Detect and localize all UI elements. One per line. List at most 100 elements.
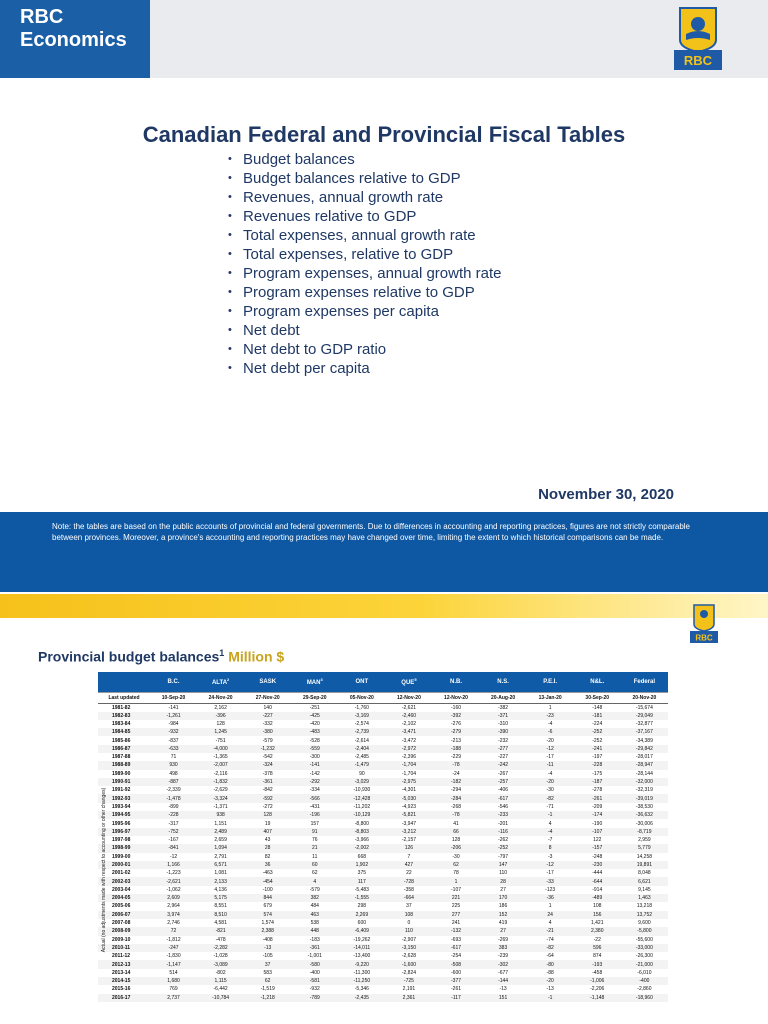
table-cell: -30 — [452, 853, 460, 860]
table-cell: -182 — [432, 777, 480, 787]
table-row: 1993-94 -899 -1,371 -272 -431 -11,202 -4,923 -2… — [98, 803, 668, 811]
contents-item: Program expenses per capita — [226, 302, 501, 321]
row-year-cell: 1987-88 — [112, 754, 131, 761]
table-cell: -37,167 — [620, 728, 668, 737]
table-cell: -3,324 — [197, 794, 245, 803]
table-cell: -78 — [432, 761, 480, 770]
table-cell: -11,250 — [338, 977, 386, 986]
last-updated-cell: 24-Nov-20 — [197, 691, 245, 704]
table-cell: 225 — [451, 903, 461, 910]
table-row: 1997-98 -167 2,659 43 76 -3,966 -2,157 128 -262 -… — [98, 836, 668, 844]
table-cell: -2,206 — [590, 986, 605, 993]
table-cell: -1 — [526, 993, 574, 1002]
table-cell: -20 — [526, 777, 574, 787]
table-row: 1998-99 -841 1,094 28 21 -2,002 126 -206 -252 8 -1… — [98, 844, 668, 853]
table-cell: -190 — [592, 820, 603, 827]
table-cell: -797 — [498, 853, 509, 860]
table-cell: 156 — [573, 910, 621, 919]
table-cell: -1,148 — [573, 993, 621, 1002]
table-cell: -454 — [244, 877, 292, 886]
table-cell: -18,960 — [620, 993, 668, 1002]
contents-item: Budget balances — [226, 150, 501, 169]
table-cell: -228 — [150, 811, 198, 820]
table-cell: -105 — [262, 953, 273, 960]
table-cell: 1,245 — [197, 728, 245, 737]
table-cell: -160 — [451, 704, 462, 711]
table-cell: -29,049 — [620, 711, 668, 720]
table-cell: -3,472 — [401, 737, 417, 744]
row-year-cell: 2014-15 — [98, 977, 150, 986]
row-year-cell: 1999-00 — [112, 853, 131, 860]
table-cell: -324 — [244, 761, 292, 770]
table-cell: 37 — [406, 903, 412, 910]
table-cell: -841 — [150, 844, 198, 853]
table-cell: -1,519 — [260, 986, 275, 993]
table-cell: -254 — [451, 953, 462, 960]
row-year-cell: 2003-04 — [112, 886, 131, 893]
table-cell: 2,191 — [402, 986, 416, 993]
table-cell: 90 — [359, 770, 365, 777]
table-cell: -32,877 — [635, 720, 653, 727]
table-cell: -420 — [309, 720, 320, 727]
table-cell: -406 — [498, 787, 509, 794]
table-row: 2004-05 2,609 5,175 844 382 -1,555 -664 221 170-… — [98, 894, 668, 903]
table-cell: 4,136 — [214, 886, 227, 893]
section-unit: Million $ — [228, 648, 285, 665]
table-cell: -24 — [452, 770, 460, 777]
table-row: 2008-09 72 -821 2,388 448 -6,409 110 -132 27 -21 2… — [98, 927, 668, 936]
table-cell: 8,551 — [214, 903, 227, 910]
table-cell: -1,028 — [213, 953, 228, 960]
table-cell: -11,300 — [353, 969, 371, 976]
table-cell: -247 — [150, 943, 198, 953]
row-year-cell: 1992-93 — [98, 794, 150, 803]
table-cell: -6 — [526, 728, 574, 737]
table-row: 2003-04 -1,062 4,136 -100 -579 -5,483 -358 -107… — [98, 886, 668, 894]
table-cell: 383 — [479, 943, 527, 953]
table-cell: 4 — [548, 820, 552, 827]
table-cell: -3,947 — [401, 820, 417, 827]
table-cell: -239 — [498, 953, 509, 960]
table-cell: -232 — [498, 737, 509, 744]
table-row: 2014-15 1,680 1,115 62 -581 -11,250 -725 -377 -1… — [98, 977, 668, 986]
table-cell: 108 — [385, 910, 433, 919]
table-cell: -8,719 — [620, 827, 668, 836]
row-year-cell: 2007-08 — [112, 920, 131, 927]
table-cell: -227 — [244, 711, 292, 720]
table-row: 1990-91 -887 -1,832 -361 -292 -3,029 -2,975 -18… — [98, 777, 668, 787]
table-cell: 71 — [170, 754, 177, 761]
column-header: ONT — [338, 672, 386, 692]
table-cell: -14,011 — [338, 943, 386, 953]
table-cell: -257 — [479, 777, 527, 787]
table-cell: 2,659 — [214, 837, 227, 844]
table-cell: 170 — [479, 894, 527, 903]
table-cell: 2,964 — [167, 903, 180, 910]
table-cell: -2,975 — [385, 777, 433, 787]
table-cell: 66 — [432, 827, 480, 836]
column-header-sup: 5 — [414, 677, 417, 683]
table-cell: 596 — [573, 943, 621, 953]
table-cell: -4 — [547, 720, 553, 727]
column-header: ALTA2 — [197, 672, 245, 692]
table-cell: -2,007 — [197, 761, 245, 770]
table-cell: -12 — [526, 744, 574, 753]
table-cell: -32,319 — [635, 787, 653, 794]
table-row: 2007-08 2,746 4,581 1,574 538 600 0 241 419 4 1,42… — [98, 919, 668, 927]
table-cell: 1,902 — [338, 860, 386, 870]
row-year-cell: 2015-16 — [112, 986, 131, 993]
table-cell: -528 — [309, 737, 320, 744]
table-cell: 419 — [498, 920, 508, 927]
table-cell: 11 — [312, 853, 318, 860]
table-cell: -2,460 — [385, 711, 433, 720]
column-header-sup: 2 — [227, 677, 230, 683]
table-cell: -2,907 — [401, 936, 417, 943]
table-row: 1992-93 -1,478 -3,324 -592 -566 -12,428 -5,030… — [98, 794, 668, 803]
table-cell: -633 — [150, 744, 198, 753]
table-cell: -13 — [546, 986, 554, 993]
row-year-cell: 1991-92 — [112, 787, 131, 794]
table-cell: 427 — [385, 860, 433, 870]
table-cell: -1,371 — [213, 803, 228, 810]
table-cell: -2,002 — [338, 844, 386, 853]
table-cell: 122 — [593, 837, 602, 844]
table-cell: -463 — [262, 870, 273, 877]
table-cell: -444 — [592, 870, 603, 877]
